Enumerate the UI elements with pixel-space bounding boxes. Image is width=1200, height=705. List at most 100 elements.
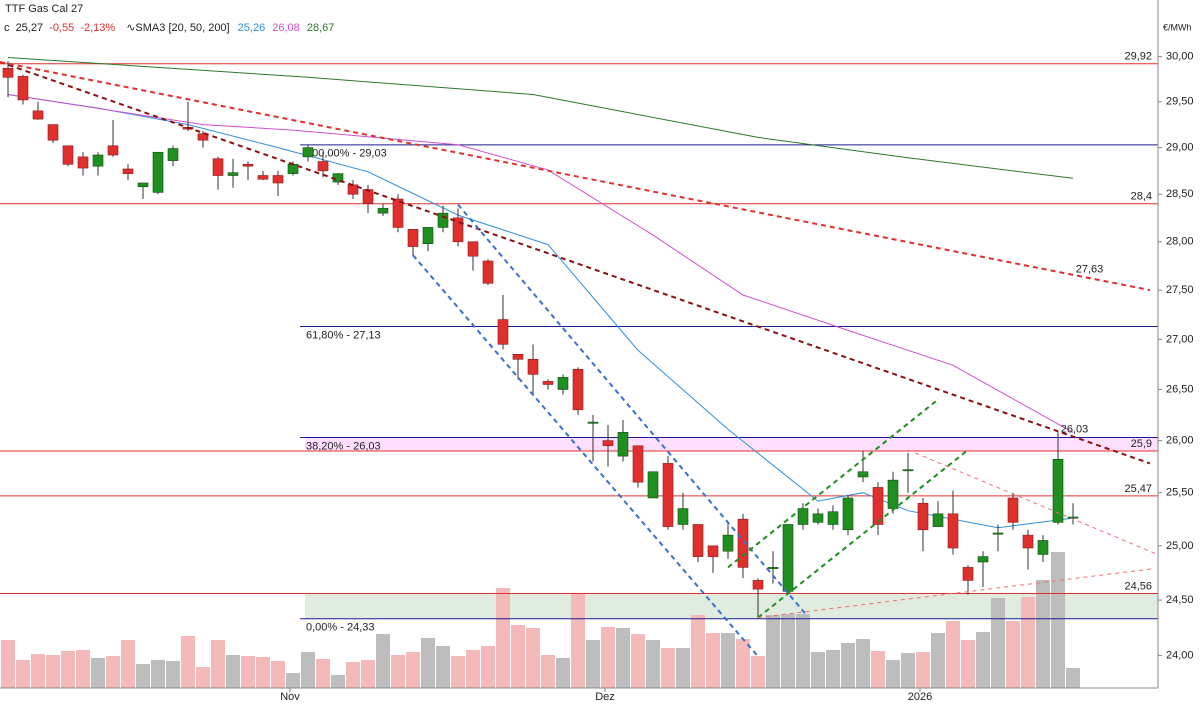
candle-body [542,381,554,385]
candle-body [272,175,284,184]
volume-bar [961,640,975,688]
annotation: 26,03 [1061,423,1089,435]
candle-body [617,432,629,457]
volume-bar [271,661,285,688]
volume-bar [106,656,120,688]
candle-body [167,148,179,161]
y-tick-label: 29,00 [1166,142,1194,154]
volume-bar [421,638,435,688]
volume-bar [796,614,810,688]
level-label: 25,9 [1131,438,1152,450]
candle-body [1052,458,1064,523]
volume-bar [826,650,840,688]
y-tick-label: 28,50 [1166,188,1194,200]
volume-bar [211,640,225,688]
volume-bar [556,658,570,688]
candle-body [512,353,524,360]
moving-average [7,57,1074,179]
volume-bar [991,598,1005,688]
indicator-value: 28,67 [307,22,335,34]
volume-bar [751,656,765,688]
volume-bar [91,658,105,688]
volume-bar [256,657,270,688]
volume-bar [151,660,165,688]
candle-body [452,217,464,243]
volume-bar [871,651,885,688]
volume-bar [166,661,180,688]
candle-body [632,445,644,483]
y-tick-label: 30,00 [1166,51,1194,63]
volume-bar [391,655,405,688]
candle-body [257,175,269,180]
volume-bar [931,633,945,688]
y-tick-label: 29,50 [1166,96,1194,108]
candle-body [497,319,509,345]
volume-bar [541,655,555,688]
volume-bar [511,625,525,688]
level-label: 25,47 [1124,483,1152,495]
volume-bar [1021,597,1035,688]
candle-body [917,502,929,531]
volume-bar [1036,580,1050,688]
fib-label: 100,00% - 29,03 [306,148,387,160]
candle-body [1007,497,1019,523]
volume-bar [646,640,660,688]
volume-bar [901,653,915,688]
volume-bar [976,632,990,688]
volume-bar [886,660,900,688]
candle-body [572,369,584,411]
quote-change: -0,55 [49,22,74,34]
candle-body [2,67,14,78]
volume-bar [1051,552,1065,688]
volume-bar [481,646,495,688]
quote-close: 25,27 [16,22,44,34]
candle-body [767,567,779,569]
volume-bar [571,593,585,688]
volume-bar [466,650,480,688]
candle-body [887,479,899,509]
zone-band [305,437,1158,451]
candle-body [62,145,74,165]
volume-bar [361,660,375,688]
volume-bar [526,628,540,688]
volume-bar [1,640,15,688]
volume-bar [586,640,600,688]
candle-body [152,151,164,193]
chart-title: TTF Gas Cal 27 [5,3,83,15]
y-tick-label: 26,00 [1166,435,1194,447]
x-tick-label: Nov [280,691,300,703]
candle-body [1067,516,1079,519]
y-tick-label: 24,00 [1166,649,1194,661]
plot: 24,00 24,50 25,00 25,50 26,00 26,50 27,00 27,50… [0,51,1194,703]
volume-bar [616,628,630,688]
trendline [757,568,1156,619]
y-tick-label: 25,00 [1166,540,1194,552]
trendline [0,61,1151,292]
volume-bar [196,667,210,688]
trendline [412,254,759,658]
candle-body [362,189,374,205]
volume-bar [301,652,315,688]
volume-bar [676,648,690,688]
volume-bar [691,615,705,688]
candle-body [32,110,44,120]
moving-average [7,94,1074,433]
candle-body [782,524,794,592]
candle-body [812,513,824,523]
y-tick-label: 24,50 [1166,594,1194,606]
volume-bar [841,643,855,688]
volume-bar [16,660,30,688]
volume-bar [856,639,870,688]
x-tick-label: Dez [595,691,615,703]
candle-body [752,580,764,590]
zone-band [305,593,1158,619]
candle-body [527,358,539,375]
volume-bar [316,659,330,688]
indicator-value: 25,26 [238,22,266,34]
quote-line: c 25,27 -0,55 -2,13% ∿SMA3 [20, 50, 200]… [4,22,334,34]
candle-body [587,421,599,424]
candle-body [377,208,389,214]
y-tick-label: 25,50 [1166,487,1194,499]
candle-body [557,377,569,390]
